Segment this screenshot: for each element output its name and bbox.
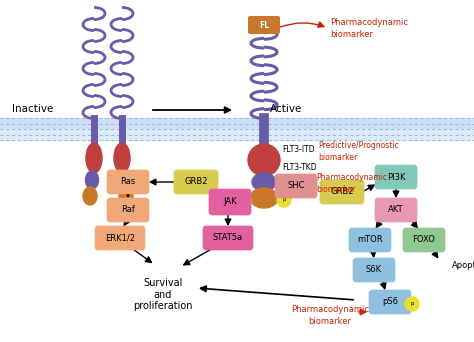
Ellipse shape [83,187,97,205]
FancyBboxPatch shape [275,174,317,198]
Ellipse shape [85,171,99,189]
Ellipse shape [252,173,276,191]
FancyBboxPatch shape [369,290,411,314]
Text: biomarker: biomarker [330,30,373,39]
Text: GRB2: GRB2 [184,177,208,186]
FancyBboxPatch shape [349,228,391,252]
Ellipse shape [86,143,102,173]
Circle shape [405,297,419,311]
Text: AKT: AKT [388,206,404,214]
Text: SHC: SHC [287,182,305,190]
FancyBboxPatch shape [248,16,280,34]
Ellipse shape [114,143,130,173]
Text: pS6: pS6 [382,298,398,306]
Text: mTOR: mTOR [357,236,383,245]
FancyBboxPatch shape [209,189,251,215]
FancyBboxPatch shape [375,165,417,189]
Text: Pharmacodynamic: Pharmacodynamic [330,18,408,27]
Text: GRB2: GRB2 [330,187,354,197]
Ellipse shape [118,171,130,189]
FancyBboxPatch shape [95,226,145,250]
Text: Raf: Raf [121,206,135,214]
Text: FOXO: FOXO [412,236,436,245]
Text: STAT5a: STAT5a [213,234,243,242]
Text: FLT3-TKD: FLT3-TKD [282,163,317,172]
FancyBboxPatch shape [320,180,364,204]
FancyBboxPatch shape [353,258,395,282]
Text: FLT3-ITD: FLT3-ITD [282,145,315,155]
Text: Inactive: Inactive [12,104,54,114]
Text: Survival
and
proliferation: Survival and proliferation [133,278,193,311]
Text: Pharmacodynamic: Pharmacodynamic [291,305,369,315]
FancyBboxPatch shape [375,198,417,222]
Circle shape [277,193,291,207]
Text: PI3K: PI3K [387,172,405,182]
Circle shape [237,193,251,207]
Text: Active: Active [270,104,302,114]
Text: biomarker: biomarker [309,317,352,327]
FancyBboxPatch shape [203,226,253,250]
Text: p: p [282,197,286,202]
Text: biomarker: biomarker [316,185,355,195]
Text: S6K: S6K [366,265,382,275]
FancyBboxPatch shape [107,170,149,194]
Text: JAK: JAK [223,197,237,207]
Text: p: p [242,197,246,202]
Text: p: p [410,302,414,306]
Text: Apoptosis: Apoptosis [452,261,474,269]
Text: ERK1/2: ERK1/2 [105,234,135,242]
FancyBboxPatch shape [174,170,218,194]
Text: Predictive/Prognostic: Predictive/Prognostic [318,141,399,149]
Text: biomarker: biomarker [318,154,357,162]
Ellipse shape [119,187,133,205]
Text: Ras: Ras [120,177,136,186]
Ellipse shape [250,188,278,208]
FancyBboxPatch shape [403,228,445,252]
Text: Pharmacodynamic: Pharmacodynamic [316,173,387,183]
Text: FL: FL [259,21,269,29]
FancyBboxPatch shape [107,198,149,222]
Ellipse shape [248,144,280,176]
